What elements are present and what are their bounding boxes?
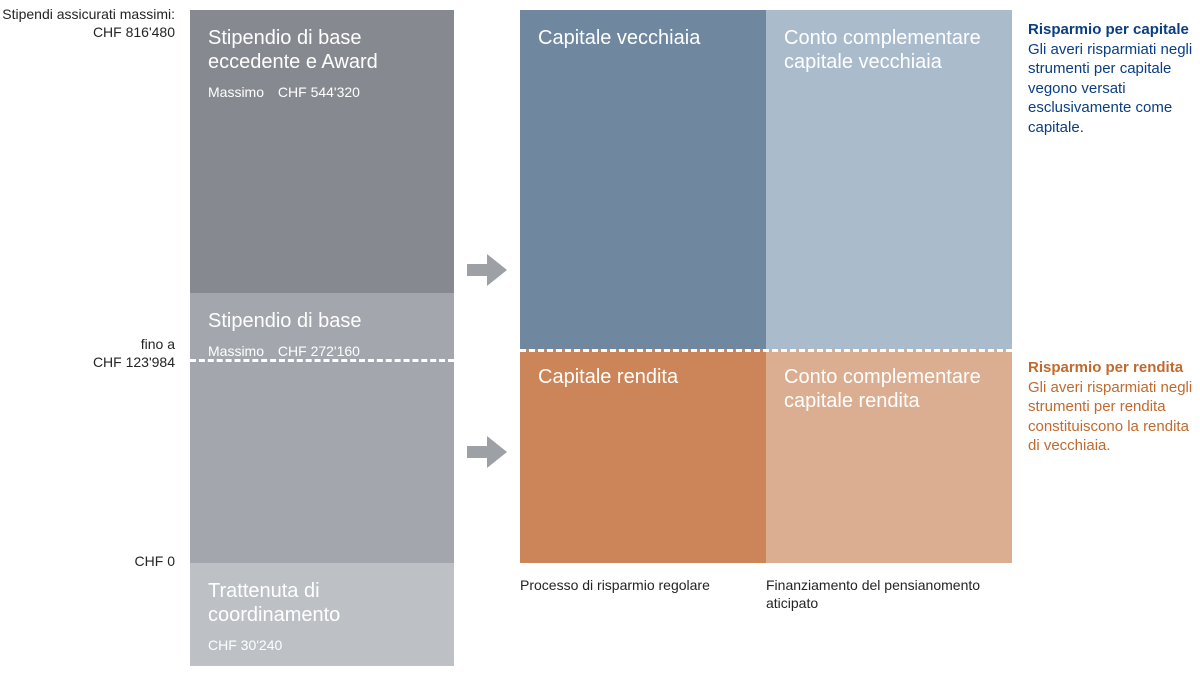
dashed-divider-right [520,349,1012,352]
diagram-root: Stipendi assicurati massimi: CHF 816'480… [0,0,1200,675]
cell-br-text: Conto complementare capitale rendita [784,366,981,412]
ylabel-zero: CHF 0 [0,553,175,571]
block-mid-sub: Massimo CHF 272'160 [208,343,436,359]
side-risparmio-capitale: Risparmio per capitale Gli averi risparm… [1028,20,1196,137]
ylabel-zero-text: CHF 0 [135,553,175,569]
block-stipendio-base: Stipendio di base Massimo CHF 272'160 [190,293,454,563]
block-mid-subvalue: CHF 272'160 [278,343,360,359]
cell-conto-capitale-rendita: Conto complementare capitale rendita [766,349,1012,563]
cell-bl-text: Capitale rendita [538,366,678,388]
cell-conto-capitale-vecchiaia: Conto complementare capitale vecchiaia [766,10,1012,349]
block-top-title: Stipendio di base eccedente e Award [208,26,436,74]
caption-right: Finanziamento del pensianomento aticipat… [766,576,986,612]
dashed-divider-left [190,359,454,362]
caption-left: Processo di risparmio regolare [520,576,740,594]
side-blue-head: Risparmio per capitale [1028,20,1196,40]
cell-capitale-vecchiaia: Capitale vecchiaia [520,10,766,349]
side-blue-body: Gli averi risparmiati negli strumenti pe… [1028,40,1196,138]
right-grid: Capitale vecchiaia Conto complementare c… [520,10,1012,563]
cell-tr-text: Conto complementare capitale vecchiaia [784,27,981,73]
ylabel-top-line2: CHF 816'480 [0,24,175,42]
arrow-bottom-icon [465,432,509,472]
block-bot-subvalue: CHF 30'240 [208,637,282,653]
block-mid-sublabel: Massimo [208,343,264,359]
block-top-sub: Massimo CHF 544'320 [208,84,436,100]
side-risparmio-rendita: Risparmio per rendita Gli averi risparmi… [1028,358,1196,456]
left-column: Stipendio di base eccedente e Award Mass… [190,10,454,666]
block-top-subvalue: CHF 544'320 [278,84,360,100]
ylabel-mid-line1: fino a [0,336,175,354]
ylabel-top-line1: Stipendi assicurati massimi: [0,6,175,24]
block-trattenuta: Trattenuta di coordinamento CHF 30'240 [190,563,454,666]
ylabel-mid: fino a CHF 123'984 [0,336,175,371]
block-top-sublabel: Massimo [208,84,264,100]
block-stipendio-eccedente: Stipendio di base eccedente e Award Mass… [190,10,454,293]
cell-capitale-rendita: Capitale rendita [520,349,766,563]
cell-tl-text: Capitale vecchiaia [538,27,700,49]
block-mid-title: Stipendio di base [208,309,436,333]
block-bot-sub: CHF 30'240 [208,637,436,653]
ylabel-top: Stipendi assicurati massimi: CHF 816'480 [0,6,175,41]
block-bot-title: Trattenuta di coordinamento [208,579,436,627]
arrow-top-icon [465,250,509,290]
side-orange-head: Risparmio per rendita [1028,358,1196,378]
side-orange-body: Gli averi risparmiati negli strumenti pe… [1028,378,1196,456]
ylabel-mid-line2: CHF 123'984 [0,354,175,372]
